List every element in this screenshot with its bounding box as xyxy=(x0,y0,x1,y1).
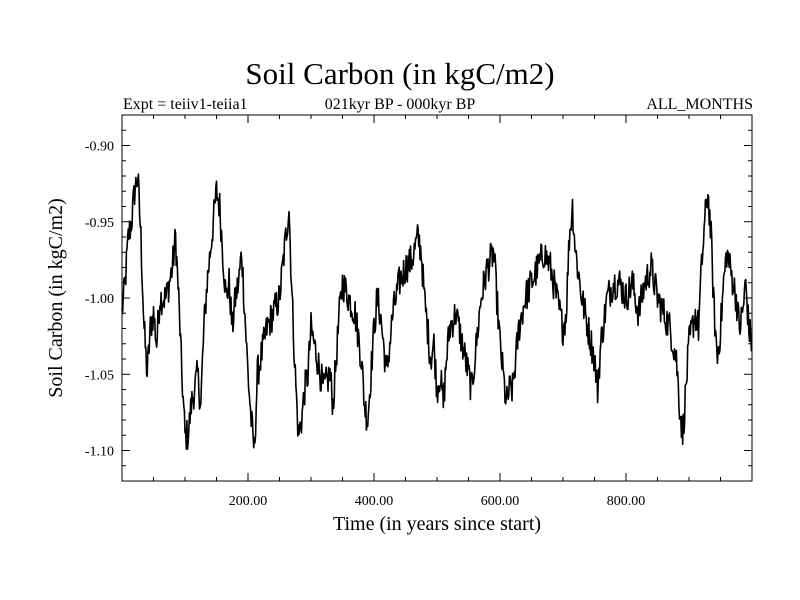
y-tick-label: -0.95 xyxy=(85,216,114,231)
y-tick-label: -0.90 xyxy=(85,140,114,155)
experiment-label: Expt = teiiv1-teiia1 xyxy=(123,96,248,113)
x-axis-label: Time (in years since start) xyxy=(333,513,541,535)
y-tick-label: -1.10 xyxy=(85,445,114,460)
y-axis-label: Soil Carbon (in kgC/m2) xyxy=(45,198,67,397)
tick-labels: 200.00 400.00 600.00 800.00 -0.90 -0.95 -1.00 -… xyxy=(85,140,645,510)
y-tick-label: -1.00 xyxy=(85,292,114,307)
x-tick-label: 800.00 xyxy=(607,494,646,509)
series-line xyxy=(121,173,753,450)
x-tick-label: 400.00 xyxy=(355,494,394,509)
x-tick-label: 200.00 xyxy=(229,494,268,509)
period-label: 021kyr BP - 000kyr BP xyxy=(324,96,476,113)
months-label: ALL_MONTHS xyxy=(646,96,753,113)
y-tick-label: -1.05 xyxy=(85,368,114,383)
chart-title: Soil Carbon (in kgC/m2) xyxy=(245,56,555,91)
x-tick-label: 600.00 xyxy=(481,494,520,509)
axis-ticks xyxy=(122,115,752,481)
